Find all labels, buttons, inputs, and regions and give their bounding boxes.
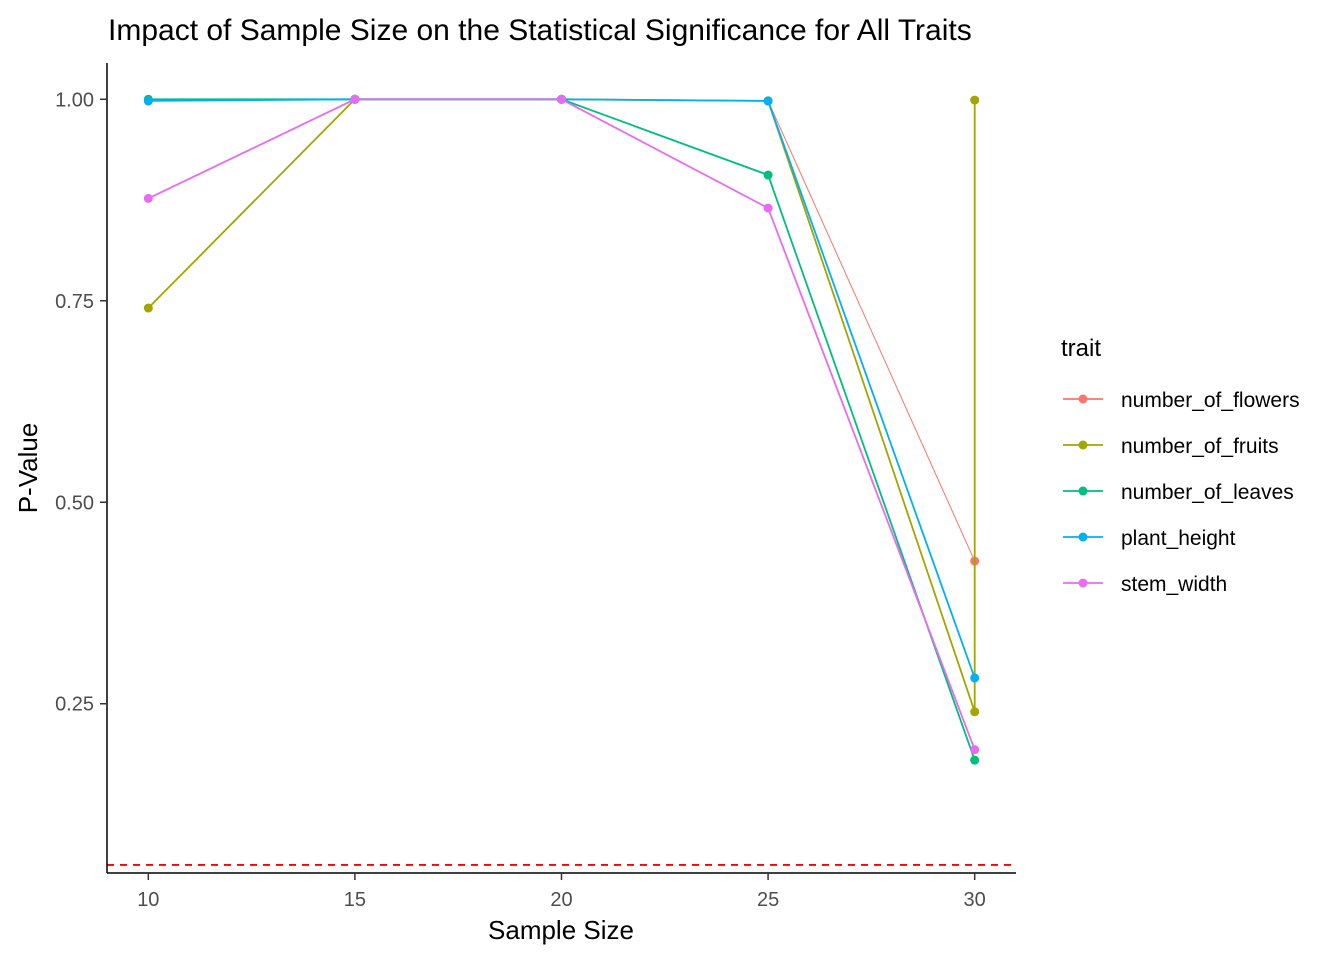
series-number_of_fruits: [143, 94, 980, 717]
y-tick-label: 0.50: [55, 492, 94, 514]
legend-label: number_of_flowers: [1121, 389, 1300, 412]
plot-area: [107, 94, 1016, 866]
series-line: [148, 98, 976, 761]
legend-label: number_of_fruits: [1121, 435, 1279, 458]
y-tick-label: 0.75: [55, 291, 94, 313]
legend-label: number_of_leaves: [1121, 481, 1294, 504]
x-tick-label: 25: [757, 889, 779, 911]
legend-key-point: [1078, 578, 1088, 588]
legend-key-point: [1078, 440, 1088, 450]
data-point: [970, 755, 980, 765]
y-axis-title: P-Value: [13, 423, 43, 514]
legend-label: stem_width: [1121, 573, 1227, 596]
x-axis-title: Sample Size: [488, 915, 634, 945]
data-point: [763, 203, 773, 213]
chart-title: Impact of Sample Size on the Statistical…: [108, 14, 972, 47]
data-point: [970, 673, 980, 683]
x-tick-label: 20: [550, 889, 572, 911]
legend-key-point: [1078, 394, 1088, 404]
series-number_of_leaves: [143, 94, 980, 765]
data-point: [557, 94, 566, 104]
data-point: [143, 303, 153, 313]
data-point: [970, 95, 980, 105]
legend-title: trait: [1061, 335, 1101, 362]
series-line: [147, 98, 976, 751]
legend-key-point: [1078, 486, 1088, 496]
data-point: [143, 96, 153, 106]
data-point: [763, 96, 773, 106]
y-tick-label: 0.25: [55, 694, 94, 716]
legend-item-number_of_flowers: number_of_flowers: [1063, 389, 1300, 412]
legend-item-number_of_leaves: number_of_leaves: [1063, 481, 1294, 504]
y-ticks: 0.25 0.50 0.75 1.00: [55, 89, 107, 716]
x-tick-label: 10: [137, 889, 159, 911]
x-tick-label: 15: [344, 889, 366, 911]
legend: trait number_of_flowers number_of_fruitsn…: [1061, 335, 1300, 596]
data-point: [763, 170, 773, 180]
series-number_of_flowers: [143, 94, 980, 566]
legend-item-number_of_fruits: number_of_fruits: [1063, 435, 1279, 458]
data-point: [143, 193, 153, 203]
series-line: [147, 98, 976, 713]
series-line: [148, 98, 976, 679]
data-point: [350, 94, 360, 104]
series-plant_height: [143, 94, 980, 683]
legend-item-stem_width: stem_width: [1063, 573, 1227, 596]
x-tick-label: 30: [964, 889, 986, 911]
y-tick-label: 1.00: [55, 89, 94, 111]
x-ticks: 10 15 20 25 30: [137, 873, 986, 911]
data-point: [970, 745, 980, 755]
legend-item-plant_height: plant_height: [1063, 527, 1236, 550]
series-stem_width: [143, 94, 980, 755]
data-point: [970, 707, 980, 717]
legend-key-point: [1078, 532, 1088, 542]
legend-label: plant_height: [1121, 527, 1236, 550]
